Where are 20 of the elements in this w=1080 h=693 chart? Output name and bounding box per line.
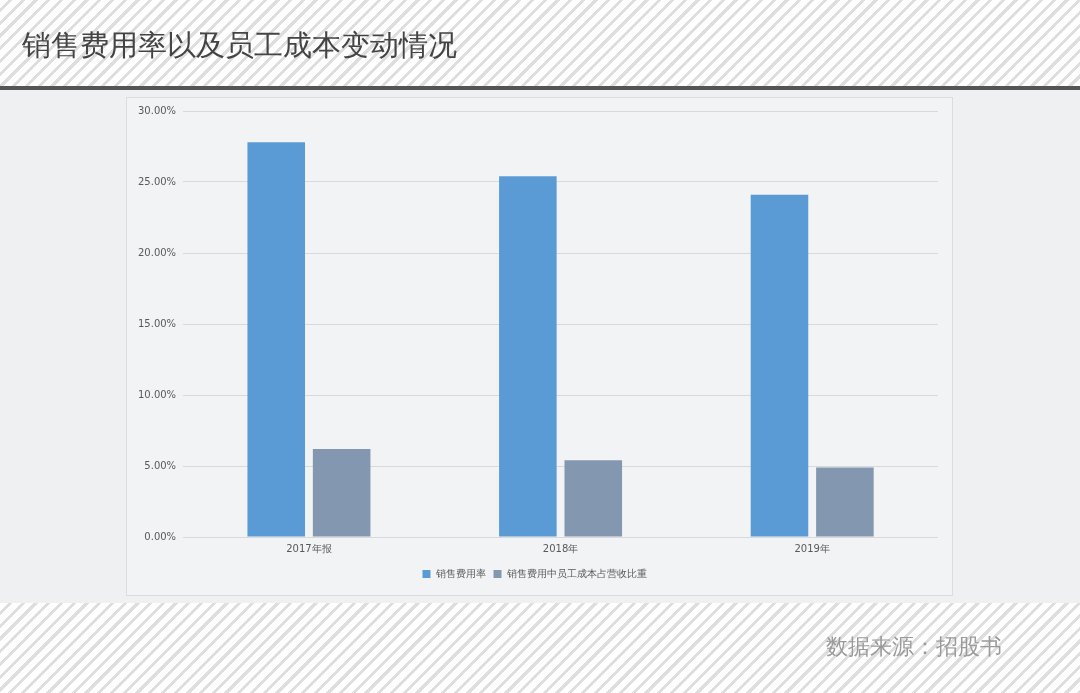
source-note: 数据来源：招股书 [826, 633, 1002, 661]
y-tick-label: 5.00% [144, 459, 177, 471]
y-tick-label: 20.00% [137, 246, 177, 258]
bar [816, 467, 874, 537]
y-tick-label: 0.00% [144, 530, 177, 542]
bar [247, 142, 306, 537]
y-tick-label: 30.00% [137, 104, 177, 116]
chart-title: 销售费用率以及员工成本变动情况 [22, 27, 457, 63]
x-tick-label: 2018年 [542, 542, 579, 554]
legend-label: 销售费用率 [434, 567, 486, 579]
bar [312, 448, 371, 537]
y-tick-label: 15.00% [137, 317, 177, 329]
legend-label: 销售费用中员工成本占营收比重 [505, 567, 647, 579]
bar [564, 460, 623, 537]
x-tick-label: 2019年 [794, 542, 830, 554]
y-tick-label: 10.00% [137, 388, 177, 400]
x-tick-label: 2017年报 [286, 542, 332, 554]
bar [750, 194, 809, 537]
y-tick-label: 25.00% [137, 175, 177, 187]
bar [499, 176, 557, 537]
